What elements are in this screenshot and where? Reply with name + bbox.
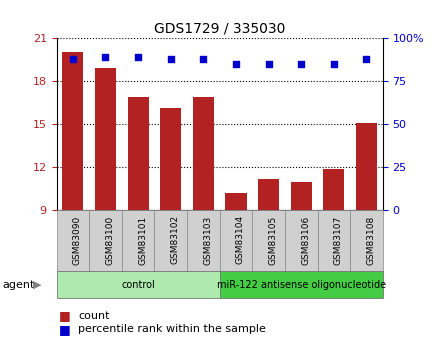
Bar: [219, 210, 252, 271]
Text: agent: agent: [2, 280, 34, 289]
Text: GSM83106: GSM83106: [300, 215, 309, 265]
Bar: [225, 193, 246, 210]
Text: miR-122 antisense oligonucleotide: miR-122 antisense oligonucleotide: [216, 280, 385, 289]
Text: GSM83102: GSM83102: [170, 215, 179, 264]
Bar: [122, 210, 154, 271]
Text: GSM83090: GSM83090: [73, 215, 82, 265]
Point: [102, 54, 108, 60]
Text: count: count: [78, 311, 109, 321]
Point: [232, 61, 239, 67]
Text: GSM83107: GSM83107: [333, 215, 342, 265]
Text: GSM83105: GSM83105: [268, 215, 277, 265]
Bar: [349, 210, 382, 271]
Bar: [127, 97, 148, 210]
Point: [362, 56, 369, 61]
Text: GSM83108: GSM83108: [365, 215, 375, 265]
Bar: [187, 210, 219, 271]
Text: GSM83104: GSM83104: [235, 215, 244, 264]
Text: ▶: ▶: [33, 280, 41, 289]
Bar: [62, 52, 83, 210]
Text: GSM83100: GSM83100: [105, 215, 114, 265]
Point: [330, 61, 337, 67]
Point: [167, 56, 174, 61]
Text: GSM83101: GSM83101: [138, 215, 147, 265]
Bar: [317, 210, 349, 271]
Bar: [56, 271, 219, 298]
Point: [199, 56, 207, 61]
Text: control: control: [121, 280, 155, 289]
Text: GSM83103: GSM83103: [203, 215, 212, 265]
Bar: [284, 210, 317, 271]
Bar: [252, 210, 284, 271]
Bar: [192, 97, 214, 210]
Bar: [322, 169, 344, 210]
Bar: [89, 210, 122, 271]
Text: ■: ■: [59, 309, 70, 322]
Bar: [154, 210, 187, 271]
Point: [69, 56, 76, 61]
Text: ■: ■: [59, 323, 70, 336]
Title: GDS1729 / 335030: GDS1729 / 335030: [154, 21, 285, 36]
Bar: [95, 68, 116, 210]
Text: percentile rank within the sample: percentile rank within the sample: [78, 325, 266, 334]
Point: [135, 54, 141, 60]
Bar: [160, 108, 181, 210]
Point: [265, 61, 272, 67]
Point: [297, 61, 304, 67]
Bar: [257, 179, 279, 210]
Bar: [56, 210, 89, 271]
Bar: [355, 123, 376, 210]
Bar: [290, 182, 311, 210]
Bar: [219, 271, 382, 298]
